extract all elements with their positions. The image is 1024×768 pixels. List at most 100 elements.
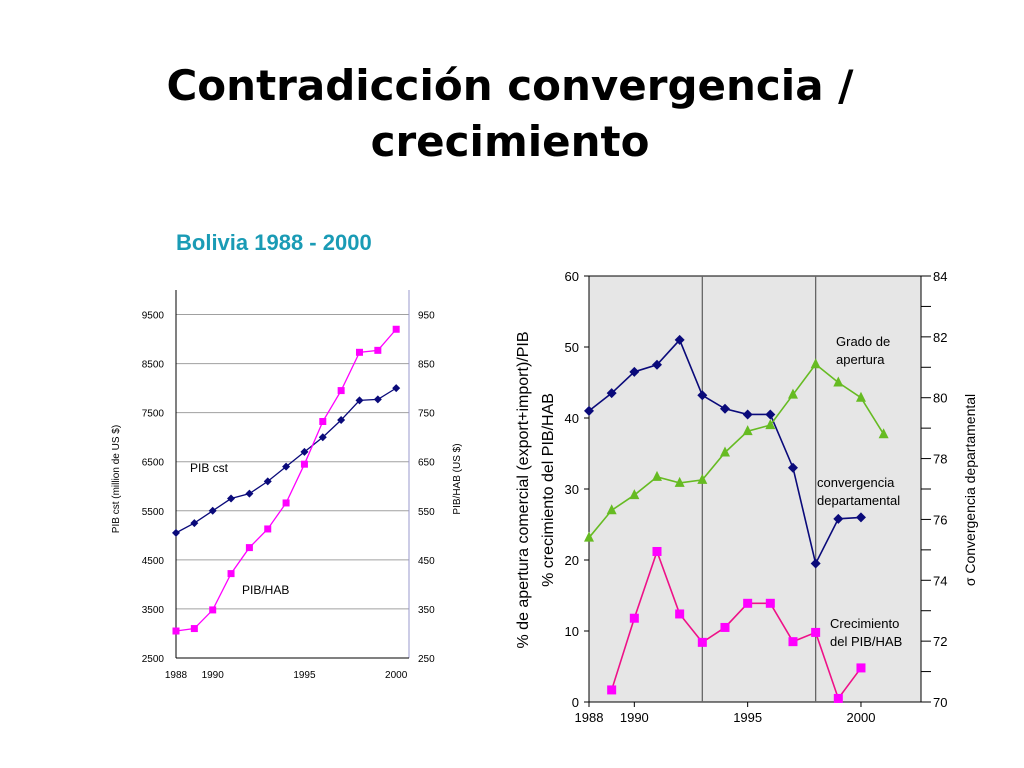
x-tick-2000: 2000: [385, 670, 408, 681]
y2-tick-950: 950: [418, 311, 435, 322]
annotation-departamental: departamental: [817, 493, 900, 508]
y-axis-label-crecimiento: % crecimiento del PIB/HAB: [540, 393, 557, 587]
y-tick-7500: 7500: [142, 409, 165, 420]
point-crecimiento-del-pib-hab-1993: [697, 637, 707, 647]
point-convergencia-departamental-1994: [719, 446, 730, 457]
point-grado-de-apertura-2000: [855, 512, 866, 523]
y2-tick-72: 72: [933, 634, 947, 649]
y2-tick-82: 82: [933, 330, 947, 345]
x-tick-1988: 1988: [165, 670, 188, 681]
series-line-convergencia-departamental: [588, 363, 885, 539]
slide-title-line-2: crecimiento: [370, 117, 650, 166]
y-tick-2500: 2500: [142, 654, 165, 665]
point-convergencia-departamental-2001: [878, 428, 889, 439]
point-convergencia-departamental-1990: [629, 489, 640, 500]
point-pib-hab-1993: [264, 525, 272, 533]
point-crecimiento-del-pib-hab-1998: [811, 627, 821, 637]
y2-tick-250: 250: [418, 654, 435, 665]
y-tick-6500: 6500: [142, 458, 165, 469]
point-convergencia-departamental-1988: [584, 531, 594, 542]
point-pib-hab-1995: [300, 460, 308, 468]
point-convergencia-departamental-1989: [606, 504, 617, 515]
point-pib-hab-2000: [392, 325, 400, 333]
y2-tick-450: 450: [418, 556, 435, 567]
y2-tick-78: 78: [933, 452, 947, 467]
point-grado-de-apertura-1991: [651, 359, 662, 370]
point-pib-cst-1994: [282, 462, 291, 471]
point-grado-de-apertura-1995: [742, 409, 753, 420]
annotation-del-pib-hab: del PIB/HAB: [830, 634, 902, 649]
y2-tick-84: 84: [933, 269, 947, 284]
y-tick-50: 50: [565, 340, 579, 355]
annotation-grado-de: Grado de: [836, 334, 890, 349]
y2-tick-350: 350: [418, 605, 435, 616]
y-axis-label-pib-cst: PIB cst (million de US $): [111, 425, 122, 533]
point-pib-cst-1991: [227, 494, 236, 503]
annotation-convergencia: convergencia: [817, 475, 895, 490]
series-label-pib-hab: PIB/HAB: [242, 583, 289, 597]
y-tick-5500: 5500: [142, 507, 165, 518]
point-pib-cst-1993: [263, 477, 272, 486]
point-crecimiento-del-pib-hab-1999: [833, 693, 843, 703]
x-tick-1995: 1995: [293, 670, 316, 681]
x-tick-1988: 1988: [575, 710, 604, 725]
y2-tick-70: 70: [933, 695, 947, 710]
point-pib-cst-1992: [245, 489, 254, 498]
point-convergencia-departamental-2000: [855, 391, 866, 402]
point-pib-cst-1995: [300, 447, 309, 456]
point-pib-hab-1991: [227, 570, 235, 578]
annotation-apertura: apertura: [836, 352, 885, 367]
y-axis-label-apertura: % de apertura comercial (export+import)/…: [515, 331, 532, 648]
point-crecimiento-del-pib-hab-1994: [720, 622, 730, 632]
point-pib-hab-1998: [355, 348, 363, 356]
point-pib-hab-1992: [245, 544, 253, 552]
point-crecimiento-del-pib-hab-1992: [675, 609, 685, 619]
point-pib-hab-1996: [319, 417, 327, 425]
point-pib-hab-1999: [374, 346, 382, 354]
x-tick-1995: 1995: [733, 710, 762, 725]
point-convergencia-departamental-1999: [833, 376, 844, 387]
plot-area: [588, 275, 922, 703]
y2-tick-850: 850: [418, 360, 435, 371]
slide-title: Contradicción convergencia / crecimiento: [110, 58, 910, 170]
y2-tick-750: 750: [418, 409, 435, 420]
point-pib-hab-1990: [209, 606, 217, 614]
slide-title-line-1: Contradicción convergencia /: [166, 61, 854, 110]
point-crecimiento-del-pib-hab-1996: [765, 598, 775, 608]
series-line-crecimiento-del-pib-hab: [610, 549, 862, 701]
y-tick-8500: 8500: [142, 360, 165, 371]
point-grado-de-apertura-1989: [606, 388, 617, 399]
point-grado-de-apertura-1993: [697, 390, 708, 401]
y-tick-0: 0: [572, 695, 579, 710]
point-convergencia-departamental-1992: [674, 476, 685, 487]
point-pib-cst-1988: [172, 528, 180, 537]
y-tick-9500: 9500: [142, 311, 165, 322]
x-tick-1990: 1990: [202, 670, 225, 681]
point-convergencia-departamental-1996: [765, 419, 776, 430]
point-convergencia-departamental-1998: [810, 358, 821, 369]
x-tick-2000: 2000: [847, 710, 876, 725]
point-pib-cst-1999: [373, 395, 382, 404]
point-pib-cst-2000: [392, 384, 401, 393]
point-pib-hab-1994: [282, 499, 290, 507]
y2-axis-label-pib-hab: PIB/HAB (US $): [452, 443, 463, 514]
x-tick-1990: 1990: [620, 710, 649, 725]
point-convergencia-departamental-1991: [651, 470, 662, 481]
y-tick-60: 60: [565, 269, 579, 284]
y2-tick-74: 74: [933, 573, 947, 588]
point-grado-de-apertura-1992: [674, 334, 685, 345]
point-crecimiento-del-pib-hab-1989: [607, 685, 617, 695]
point-pib-cst-1997: [337, 416, 346, 425]
y-tick-30: 30: [565, 482, 579, 497]
point-crecimiento-del-pib-hab-1997: [788, 637, 798, 647]
y2-axis-label-convergencia: σ Convergencia departamental: [962, 394, 978, 586]
chart-subtitle: Bolivia 1988 - 2000: [176, 230, 372, 255]
point-grado-de-apertura-1998: [810, 558, 821, 569]
point-grado-de-apertura-1996: [765, 409, 776, 420]
y-tick-3500: 3500: [142, 605, 165, 616]
point-convergencia-departamental-1995: [742, 425, 753, 436]
point-grado-de-apertura-1994: [719, 403, 730, 414]
y2-tick-80: 80: [933, 391, 947, 406]
